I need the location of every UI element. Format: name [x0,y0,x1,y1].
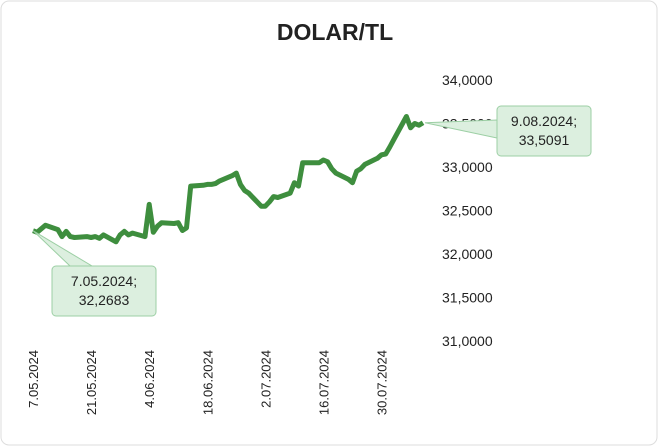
y-tick-label: 34,0000 [442,72,493,88]
callout: 7.05.2024; 32,2683 [32,230,157,317]
x-tick-label: 4.06.2024 [142,350,157,408]
y-tick-label: 33,0000 [442,159,493,175]
callout-text: 9.08.2024; [511,113,577,129]
y-tick-label: 32,0000 [442,246,493,262]
x-tick-label: 2.07.2024 [258,350,273,408]
callout-text: 7.05.2024; [71,273,137,289]
x-tick-label: 30.07.2024 [375,350,390,415]
callout-text: 32,2683 [79,292,130,308]
x-tick-label: 7.05.2024 [26,350,41,408]
callout: 9.08.2024; 33,5091 [424,105,592,157]
callout-box [496,105,592,157]
x-tick-label: 18.06.2024 [200,350,215,415]
callout-box [51,265,157,317]
x-tick-label: 21.05.2024 [84,350,99,415]
line [32,114,425,245]
y-tick-label: 31,0000 [442,333,493,349]
x-tick-label: 16.07.2024 [316,350,331,415]
y-tick-label: 32,5000 [442,203,493,219]
y-tick-label: 31,5000 [442,290,493,306]
callout-text: 33,5091 [519,132,570,148]
chart-title: DOLAR/TL [277,19,393,45]
